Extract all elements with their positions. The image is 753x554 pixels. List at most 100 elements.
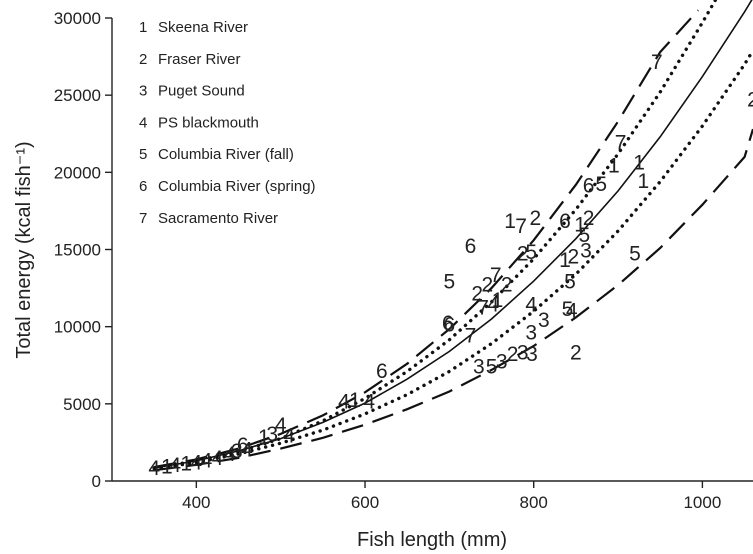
fit-curve-dashed	[154, 128, 753, 472]
data-point-label: 4	[241, 439, 253, 462]
data-point-label: 7	[477, 297, 489, 320]
data-point-label: 4	[525, 294, 537, 317]
y-tick-label: 15000	[54, 241, 101, 260]
data-point-label: 5	[595, 173, 607, 196]
legend-label: Fraser River	[158, 51, 241, 68]
data-point-label: 3	[538, 309, 550, 332]
data-point-label: 4	[148, 457, 160, 480]
data-point-label: 4	[363, 391, 375, 414]
data-point-label: 3	[580, 240, 592, 263]
data-point-label: 2	[507, 343, 519, 366]
data-point-label: 1	[608, 155, 620, 178]
data-point-label: 2	[501, 273, 513, 296]
data-point-label: 4	[275, 414, 287, 437]
data-point-label: 7	[490, 264, 502, 287]
data-point-label: 7	[615, 131, 627, 154]
legend-label: Puget Sound	[158, 83, 245, 100]
data-point-label: 1	[492, 289, 504, 312]
fit-curves	[152, 0, 753, 472]
y-tick-label: 10000	[54, 318, 101, 337]
data-point-label: 1	[638, 170, 650, 193]
data-point-label: 6	[465, 235, 477, 258]
x-tick-label: 800	[520, 493, 548, 512]
data-point-label: 3	[473, 355, 485, 378]
data-point-label: 2	[747, 88, 753, 111]
data-point-label: 6	[559, 210, 571, 233]
y-tick-label: 5000	[63, 395, 101, 414]
legend-label: Columbia River (fall)	[158, 146, 294, 163]
data-point-label: 1	[574, 213, 586, 236]
y-tick-label: 25000	[54, 86, 101, 105]
data-point-label: 4	[201, 449, 213, 472]
data-point-label: 4	[212, 447, 224, 470]
axes: 0 5000 10000 15000 20000 25000 30000 400 600 800 1…	[54, 9, 753, 512]
data-point-label: 4	[190, 452, 202, 475]
data-point-label: 2	[471, 283, 483, 306]
data-point-label: 1	[349, 389, 361, 412]
data-point-label: 6	[583, 175, 595, 198]
data-point-label: 2	[570, 341, 582, 364]
data-point-label: 1	[180, 452, 192, 475]
data-point-label: 4	[283, 425, 295, 448]
data-point-label: 1	[504, 210, 516, 233]
data-point-label: 7	[651, 51, 663, 74]
data-point-label: 5	[486, 355, 498, 378]
legend-number: 5	[139, 146, 147, 163]
data-point-label: 6	[442, 312, 454, 335]
data-point-label: 5	[629, 243, 641, 266]
fit-curve-dotted	[152, 48, 753, 471]
data-point-label: 3	[496, 351, 508, 374]
data-point-label: 3	[526, 343, 538, 366]
data-point-label: 1	[559, 249, 571, 272]
legend-label: Sacramento River	[158, 210, 278, 227]
data-point-label: 3	[517, 341, 529, 364]
data-point-label: 2	[530, 207, 542, 230]
data-point-label: 6	[237, 434, 249, 457]
data-point-label: 4	[169, 454, 181, 477]
fit-curve-dotted	[152, 0, 718, 470]
data-point-label: 4	[338, 391, 350, 414]
legend-number: 4	[139, 114, 147, 131]
data-point-label: 6	[444, 314, 456, 337]
data-point-label: 3	[525, 321, 537, 344]
data-point-label: 2	[481, 273, 493, 296]
data-point-label: 5	[564, 270, 576, 293]
data-point-label: 1	[633, 152, 645, 175]
x-tick-label: 400	[182, 493, 210, 512]
fit-curve-solid	[154, 0, 753, 469]
data-point-label: 1	[258, 426, 270, 449]
legend-number: 1	[139, 19, 147, 36]
legend-number: 7	[139, 210, 147, 227]
legend-number: 6	[139, 178, 147, 195]
x-axis-title: Fish length (mm)	[357, 529, 507, 551]
data-point-label: 4	[487, 294, 499, 317]
legend-number: 3	[139, 83, 147, 100]
data-point-label: 2	[568, 246, 580, 269]
data-point-label: 6	[376, 360, 388, 383]
data-point-label: 7	[465, 324, 477, 347]
legend-label: Skeena River	[158, 19, 248, 36]
data-point-label: 5	[578, 224, 590, 247]
y-tick-label: 0	[92, 472, 101, 491]
y-axis-title: Total energy (kcal fish⁻¹)	[13, 141, 35, 358]
data-point-label: 2	[583, 207, 595, 230]
legend: 1 Skeena River 2 Fraser River 3 Puget Sound 4 P…	[139, 19, 316, 227]
fit-curve-dashed	[154, 9, 700, 469]
data-point-label: 1	[161, 456, 173, 479]
data-point-label: 5	[562, 298, 574, 321]
legend-number: 2	[139, 51, 147, 68]
x-tick-label: 1000	[683, 493, 721, 512]
data-point-label: 3	[266, 423, 278, 446]
data-point-label: 2	[517, 243, 529, 266]
legend-label: Columbia River (spring)	[158, 178, 316, 195]
data-point-label: 4	[566, 300, 578, 323]
data-point-label: 5	[444, 270, 456, 293]
y-tick-label: 30000	[54, 9, 101, 28]
y-tick-label: 20000	[54, 163, 101, 182]
data-point-label: 7	[515, 215, 527, 238]
legend-label: PS blackmouth	[158, 114, 259, 131]
x-tick-label: 600	[351, 493, 379, 512]
data-point-label: 4	[224, 443, 236, 466]
